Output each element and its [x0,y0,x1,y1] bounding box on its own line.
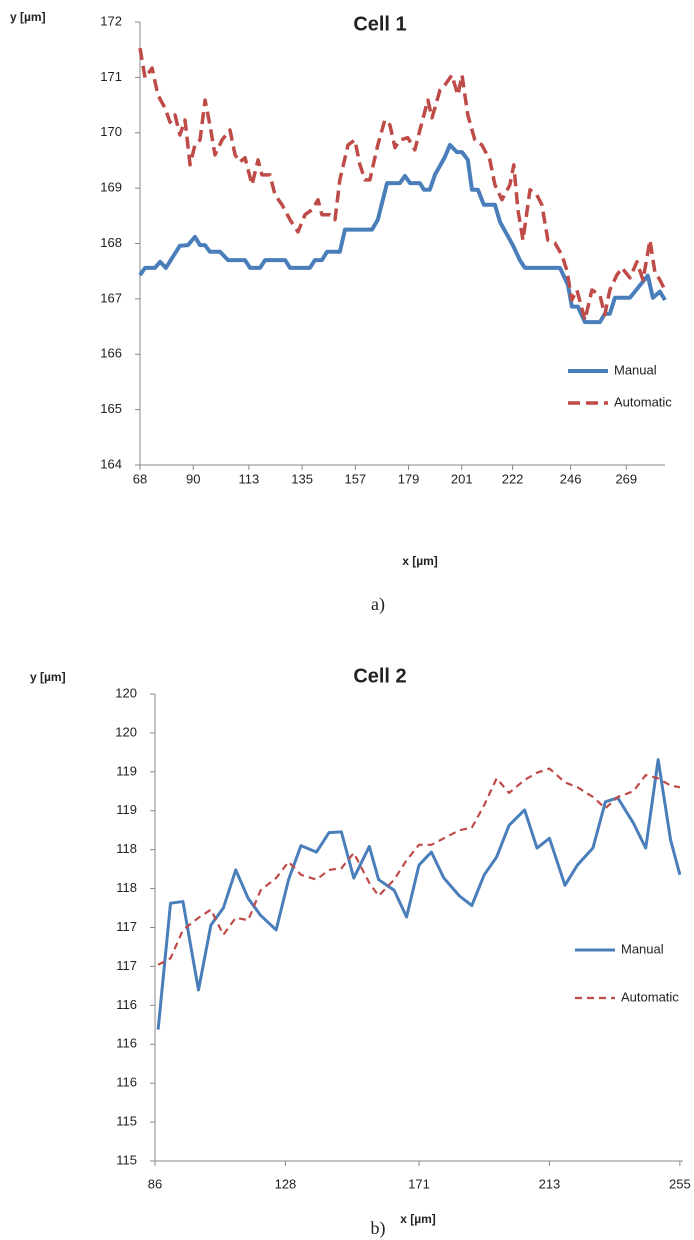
caption: a) [371,594,385,615]
x-tick-label: 86 [148,1176,162,1191]
x-tick-label: 171 [408,1176,430,1191]
x-tick-label: 113 [239,471,260,486]
y-tick-label: 119 [116,763,137,778]
data-line [156,758,682,1030]
x-tick-label: 201 [451,471,473,486]
x-tick-label: 90 [186,471,200,486]
y-tick-label: 117 [116,958,137,973]
y-tick-label: 168 [100,235,122,250]
legend-label: Manual [621,941,664,956]
y-tick-label: 166 [100,346,122,361]
data-line [138,47,667,322]
y-tick-label: 115 [116,1114,137,1129]
caption: b) [371,1218,386,1239]
x-tick-label: 179 [398,471,420,486]
chart-title: Cell 1 [353,13,406,35]
x-tick-label: 157 [344,471,366,486]
x-tick-label: 128 [275,1176,297,1191]
legend-label: Manual [614,362,657,377]
x-tick-label: 213 [539,1176,561,1191]
legend-label: Automatic [621,989,679,1004]
y-tick-label: 115 [116,1152,137,1167]
x-axis-label: x [µm] [402,554,438,568]
y-tick-label: 169 [100,180,122,195]
data-line [157,767,681,966]
y-tick-label: 116 [116,1036,137,1051]
legend-label: Automatic [614,394,672,409]
x-axis-label: x [µm] [400,1212,436,1226]
x-tick-label: 269 [615,471,637,486]
y-tick-label: 118 [116,841,137,856]
y-tick-label: 164 [100,456,122,471]
x-tick-label: 135 [291,471,313,486]
y-tick-label: 170 [100,124,122,139]
y-tick-label: 171 [100,69,122,84]
y-tick-label: 167 [100,290,122,305]
y-tick-label: 118 [116,880,137,895]
x-tick-label: 68 [133,471,147,486]
y-tick-label: 172 [100,13,122,28]
x-tick-label: 255 [669,1176,691,1191]
y-tick-label: 120 [115,724,137,739]
x-tick-label: 222 [502,471,524,486]
y-tick-label: 116 [116,1075,137,1090]
y-tick-label: 117 [116,919,137,934]
y-tick-label: 165 [100,401,122,416]
y-tick-label: 116 [116,997,137,1012]
y-tick-label: 119 [116,802,137,817]
y-tick-label: 120 [115,685,137,700]
x-tick-label: 246 [560,471,582,486]
y-axis-label: y [µm] [10,10,46,24]
chart-title: Cell 2 [353,665,406,687]
data-line [138,142,667,325]
y-axis-label: y [µm] [30,670,66,684]
